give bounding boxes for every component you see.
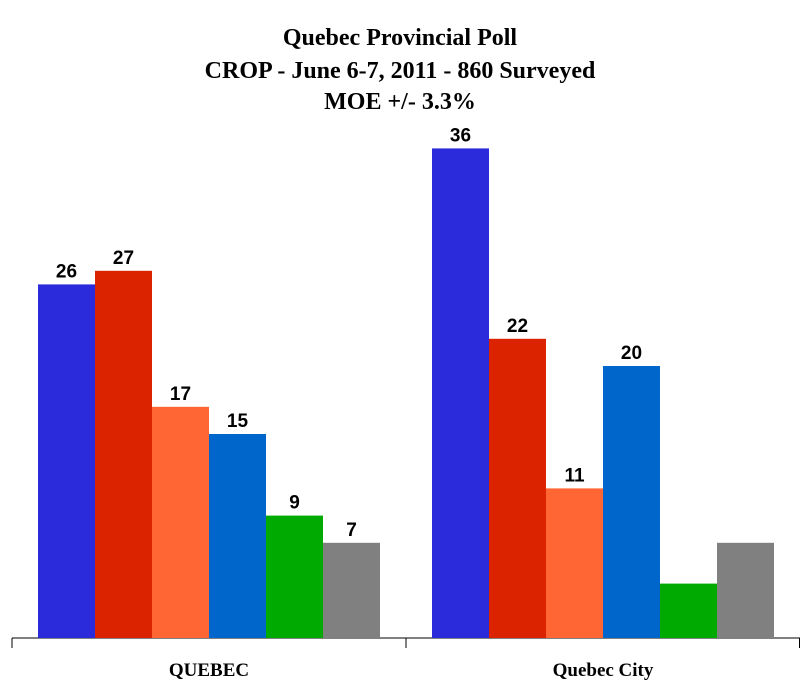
chart-annotation: MOE +/- 3.3% bbox=[324, 89, 476, 115]
chart-subtitle: CROP - June 6-7, 2011 - 860 Surveyed bbox=[205, 58, 596, 84]
bar bbox=[489, 338, 546, 638]
x-tick-label: Quebec City bbox=[553, 660, 654, 681]
bar bbox=[660, 583, 717, 638]
bar bbox=[95, 270, 152, 638]
value-label: 22 bbox=[507, 316, 528, 337]
x-tick-label: QUEBEC bbox=[169, 660, 249, 681]
value-label: 36 bbox=[450, 125, 471, 146]
value-label: 27 bbox=[113, 248, 134, 269]
bar bbox=[266, 515, 323, 638]
value-label: 11 bbox=[564, 465, 585, 486]
value-label: 20 bbox=[621, 343, 642, 364]
bar bbox=[38, 284, 95, 638]
value-label: 9 bbox=[289, 493, 300, 514]
bar bbox=[209, 434, 266, 638]
bar bbox=[546, 488, 603, 638]
bar bbox=[323, 542, 380, 638]
value-label: 26 bbox=[56, 261, 77, 282]
bar bbox=[152, 406, 209, 638]
bar bbox=[432, 148, 489, 638]
bar bbox=[603, 366, 660, 638]
value-label: 17 bbox=[170, 384, 191, 405]
chart-title: Quebec Provincial Poll bbox=[283, 25, 518, 51]
bar bbox=[717, 542, 774, 638]
value-label: 15 bbox=[227, 411, 249, 432]
value-label: 7 bbox=[346, 520, 357, 541]
